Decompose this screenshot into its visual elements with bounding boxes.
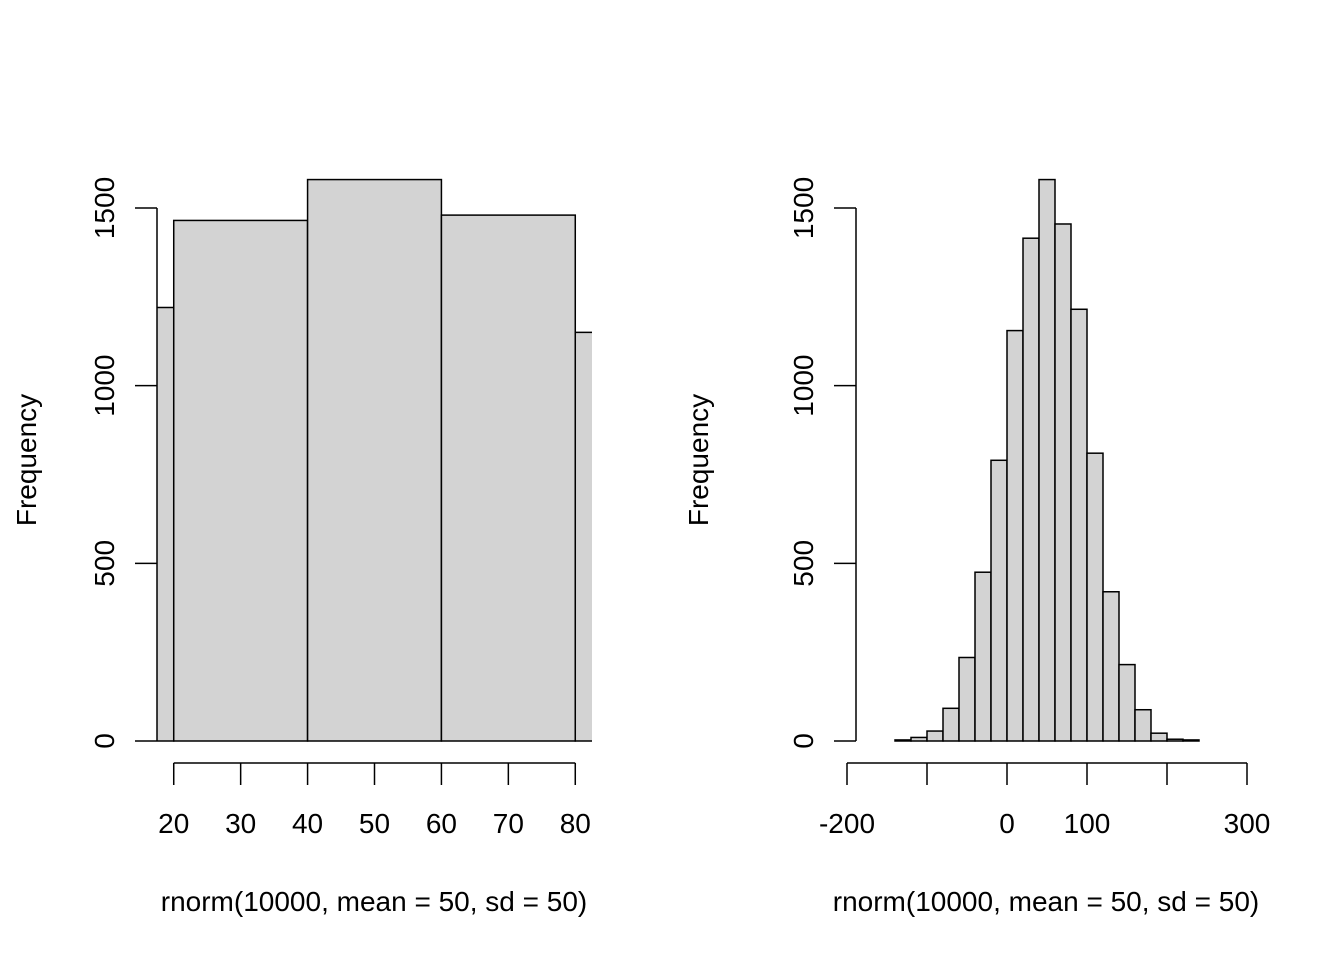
histogram-panel-left: 20 30 40 50 60 70 80 0 500 1000 1500 rnorm(10000,… [11,177,592,917]
x-axis-title: rnorm(10000, mean = 50, sd = 50) [161,886,587,917]
histogram-bar [910,736,928,742]
histogram-bar [1166,738,1184,742]
y-axis: 0 500 1000 1500 [788,177,857,749]
histogram-bar [958,656,976,742]
y-tick-label: 1000 [788,355,819,417]
x-tick-label: 40 [292,808,323,839]
histogram-bars [157,178,592,742]
histogram-bar [1022,237,1040,742]
y-axis-title: Frequency [683,394,714,526]
histogram-bar [1150,732,1168,742]
y-tick-label: 1000 [89,355,120,417]
histogram-bar [440,214,577,742]
x-tick-label: 300 [1224,808,1271,839]
histogram-bar [574,331,592,742]
x-tick-label: 80 [560,808,591,839]
y-tick-label: 0 [788,733,819,749]
x-tick-label: 20 [158,808,189,839]
histogram-bar [1054,223,1072,742]
histogram-bar [1102,591,1120,742]
y-axis: 0 500 1000 1500 [89,177,158,749]
x-axis-title: rnorm(10000, mean = 50, sd = 50) [833,886,1259,917]
histogram-bar [894,739,912,742]
x-axis: -200 0 100 300 [819,762,1271,839]
y-tick-label: 500 [788,540,819,587]
y-axis-title: Frequency [11,394,42,526]
y-tick-label: 1500 [89,177,120,239]
histogram-bar [1134,708,1152,742]
x-tick-label: 100 [1064,808,1111,839]
histogram-panel-right: -200 0 100 300 0 500 1000 1500 rnorm(10000, me… [683,177,1270,917]
histogram-bar [1086,452,1104,742]
y-tick-label: 0 [89,733,120,749]
histogram-bar [1006,329,1024,742]
histogram-bar [990,459,1008,742]
x-tick-label: 30 [225,808,256,839]
x-tick-label: -200 [819,808,875,839]
x-tick-label: 60 [426,808,457,839]
histogram-bar [974,571,992,742]
histogram-bars [894,178,1200,742]
x-axis: 20 30 40 50 60 70 80 [158,762,591,839]
x-tick-label: 50 [359,808,390,839]
histogram-bar [172,219,309,742]
y-tick-label: 1500 [788,177,819,239]
x-tick-label: 70 [493,808,524,839]
histogram-bar [926,730,944,742]
histogram-bar [1182,739,1200,742]
histogram-bar [942,707,960,742]
y-tick-label: 500 [89,540,120,587]
histogram-bar [1038,178,1056,742]
histogram-bar [1070,308,1088,742]
histogram-bar [1118,663,1136,742]
histogram-bar [306,178,443,742]
x-tick-label: 0 [999,808,1015,839]
